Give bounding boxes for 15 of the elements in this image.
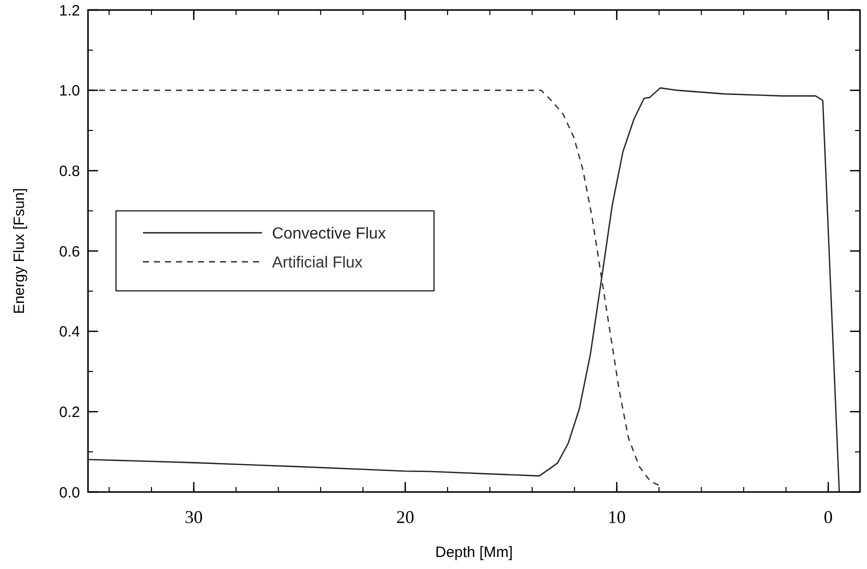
x-tick-label: 0	[824, 507, 833, 527]
x-tick-label: 10	[608, 507, 626, 527]
x-tick-label: 20	[396, 507, 414, 527]
y-tick-label: 0.8	[59, 162, 80, 180]
text: Convective Flux	[272, 225, 386, 242]
text: Artificial Flux	[272, 254, 363, 272]
y-axis-title: Energy Flux [Fsun]	[11, 188, 28, 314]
y-tick-label: 1.0	[59, 82, 80, 100]
y-tick-label: 0.4	[59, 324, 80, 341]
y-tick-label: 0.6	[59, 243, 80, 260]
y-tick-label: 1.2	[59, 2, 80, 20]
y-tick-label: 0.2	[59, 404, 80, 421]
x-axis-title: Depth [Mm]	[435, 544, 513, 561]
x-tick-label: 30	[184, 507, 203, 527]
y-tick-label: 0.0	[59, 484, 80, 502]
